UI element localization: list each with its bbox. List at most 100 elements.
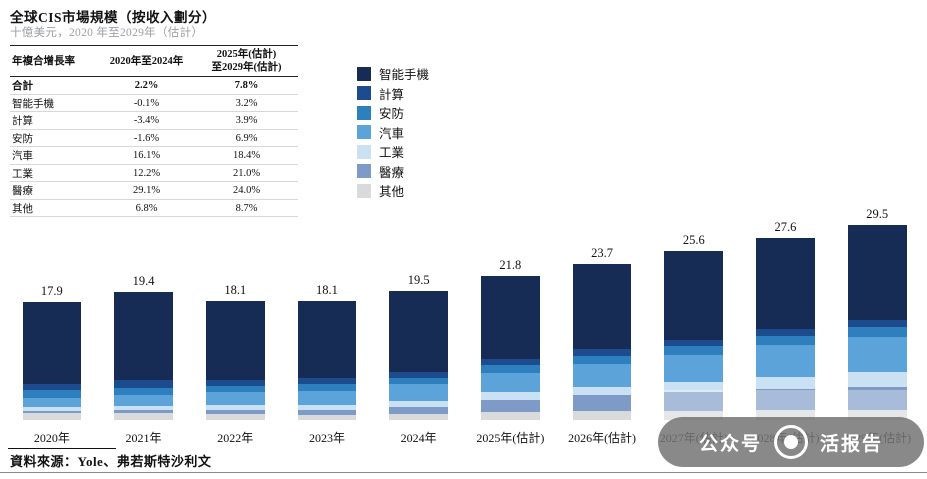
bar-segment bbox=[847, 372, 907, 387]
page-title: 全球CIS市場規模（按收入劃分） bbox=[10, 10, 217, 25]
bar-total-label: 23.7 bbox=[591, 245, 613, 260]
bar-segment bbox=[664, 381, 724, 393]
bar-segment bbox=[664, 410, 724, 420]
bar-segment bbox=[847, 410, 907, 420]
bars-area: 19.5 bbox=[373, 198, 465, 420]
bar-total-label: 19.4 bbox=[132, 274, 155, 289]
bar-segment bbox=[664, 346, 724, 355]
bar-segment bbox=[572, 386, 632, 396]
bar-segment bbox=[664, 354, 724, 382]
col-header-cagr: 年複合增長率 bbox=[10, 44, 98, 78]
bar-segment bbox=[114, 380, 173, 388]
row-value-2020-2024: -3.4% bbox=[98, 111, 195, 130]
stacked-bar bbox=[847, 225, 907, 420]
table-row: 汽車 16.1% 18.4% bbox=[10, 146, 298, 165]
bars-area: 23.7 bbox=[556, 198, 648, 420]
row-value-2025-2029: 7.8% bbox=[195, 76, 298, 95]
bar-segment bbox=[22, 383, 82, 391]
bar-total-label: 25.6 bbox=[682, 233, 705, 248]
stacked-bar bbox=[22, 301, 82, 420]
row-value-2020-2024: 2.2% bbox=[98, 76, 195, 95]
bar-column: 18.1 2023年 bbox=[281, 198, 373, 446]
row-label: 智能手機 bbox=[10, 94, 98, 113]
row-label: 其他 bbox=[10, 199, 98, 218]
bar-segment bbox=[756, 389, 815, 411]
bar-segment bbox=[572, 395, 632, 412]
bar-segment bbox=[205, 300, 265, 380]
bar-segment bbox=[481, 399, 540, 413]
bar-segment bbox=[22, 406, 82, 411]
row-label: 合計 bbox=[10, 76, 98, 95]
row-value-2025-2029: 8.7% bbox=[195, 199, 298, 218]
bar-segment bbox=[114, 413, 173, 420]
bar-segment bbox=[572, 411, 632, 420]
bar-segment bbox=[756, 345, 815, 377]
bar-segment bbox=[114, 387, 173, 395]
row-label: 工業 bbox=[10, 164, 98, 183]
row-label: 安防 bbox=[10, 129, 98, 148]
x-axis-label: 2021年 bbox=[125, 431, 162, 445]
row-value-2020-2024: 29.1% bbox=[98, 181, 195, 200]
bar-segment bbox=[389, 407, 448, 414]
bar-segment bbox=[389, 413, 448, 420]
row-value-2025-2029: 6.9% bbox=[195, 129, 298, 148]
legend-item: 安防 bbox=[357, 103, 429, 123]
legend-item: 工業 bbox=[357, 142, 429, 162]
bar-segment bbox=[297, 410, 357, 416]
bar-total-label: 17.9 bbox=[40, 283, 63, 298]
bottom-divider bbox=[0, 472, 927, 473]
bar-segment bbox=[114, 292, 173, 381]
bar-segment bbox=[664, 392, 724, 411]
legend-label: 計算 bbox=[379, 87, 405, 102]
bar-segment bbox=[297, 384, 357, 391]
legend-swatch bbox=[357, 86, 371, 101]
source-note: 資料來源：Yole、弗若斯特沙利文 bbox=[10, 454, 212, 469]
legend-item: 醫療 bbox=[357, 162, 429, 182]
table-row: 智能手機 -0.1% 3.2% bbox=[10, 94, 298, 113]
bar-segment bbox=[756, 410, 815, 420]
bar-segment bbox=[22, 390, 82, 398]
bars-area: 25.6 bbox=[648, 198, 740, 420]
bar-segment bbox=[664, 339, 724, 347]
bar-segment bbox=[847, 336, 907, 373]
legend-label: 工業 bbox=[379, 146, 405, 161]
stacked-bar bbox=[114, 292, 173, 420]
bar-segment bbox=[847, 326, 907, 337]
stacked-bar bbox=[481, 276, 540, 420]
x-axis-label: 2025年(估計) bbox=[476, 431, 545, 445]
bar-segment bbox=[572, 263, 632, 350]
cagr-table-body: 合計 2.2% 7.8% 智能手機 -0.1% 3.2% 計算 -3.4% 3.9% 安防 -1.6… bbox=[10, 76, 298, 218]
row-label: 醫療 bbox=[10, 181, 98, 200]
legend-item: 其他 bbox=[357, 181, 429, 201]
table-row: 工業 12.2% 21.0% bbox=[10, 164, 298, 183]
bar-segment bbox=[22, 301, 82, 384]
row-value-2025-2029: 3.2% bbox=[195, 94, 298, 113]
row-value-2025-2029: 3.9% bbox=[195, 111, 298, 130]
table-row: 安防 -1.6% 6.9% bbox=[10, 129, 298, 148]
bars-area: 18.1 bbox=[189, 198, 281, 420]
table-row: 計算 -3.4% 3.9% bbox=[10, 111, 298, 130]
bar-total-label: 18.1 bbox=[224, 282, 247, 297]
bar-column: 19.5 2024年 bbox=[373, 198, 465, 446]
bar-segment bbox=[389, 377, 448, 385]
bar-column: 19.4 2021年 bbox=[98, 198, 190, 446]
legend-label: 其他 bbox=[379, 185, 405, 200]
table-row: 其他 6.8% 8.7% bbox=[10, 199, 298, 218]
bar-segment bbox=[847, 319, 907, 327]
watermark: 公众号 活报告 bbox=[658, 417, 924, 467]
bar-segment bbox=[389, 384, 448, 402]
bar-segment bbox=[847, 225, 907, 320]
row-value-2020-2024: -1.6% bbox=[98, 129, 195, 148]
stacked-bar bbox=[756, 237, 815, 420]
bars-area: 19.4 bbox=[98, 198, 190, 420]
legend-swatch bbox=[357, 105, 371, 120]
row-value-2020-2024: 12.2% bbox=[98, 164, 195, 183]
bar-segment bbox=[572, 355, 632, 364]
bar-segment bbox=[572, 363, 632, 387]
bar-total-label: 27.6 bbox=[774, 219, 797, 234]
first-category-underline bbox=[8, 448, 116, 449]
row-value-2025-2029: 24.0% bbox=[195, 181, 298, 200]
stacked-bar bbox=[297, 300, 357, 420]
bar-segment bbox=[389, 291, 448, 372]
